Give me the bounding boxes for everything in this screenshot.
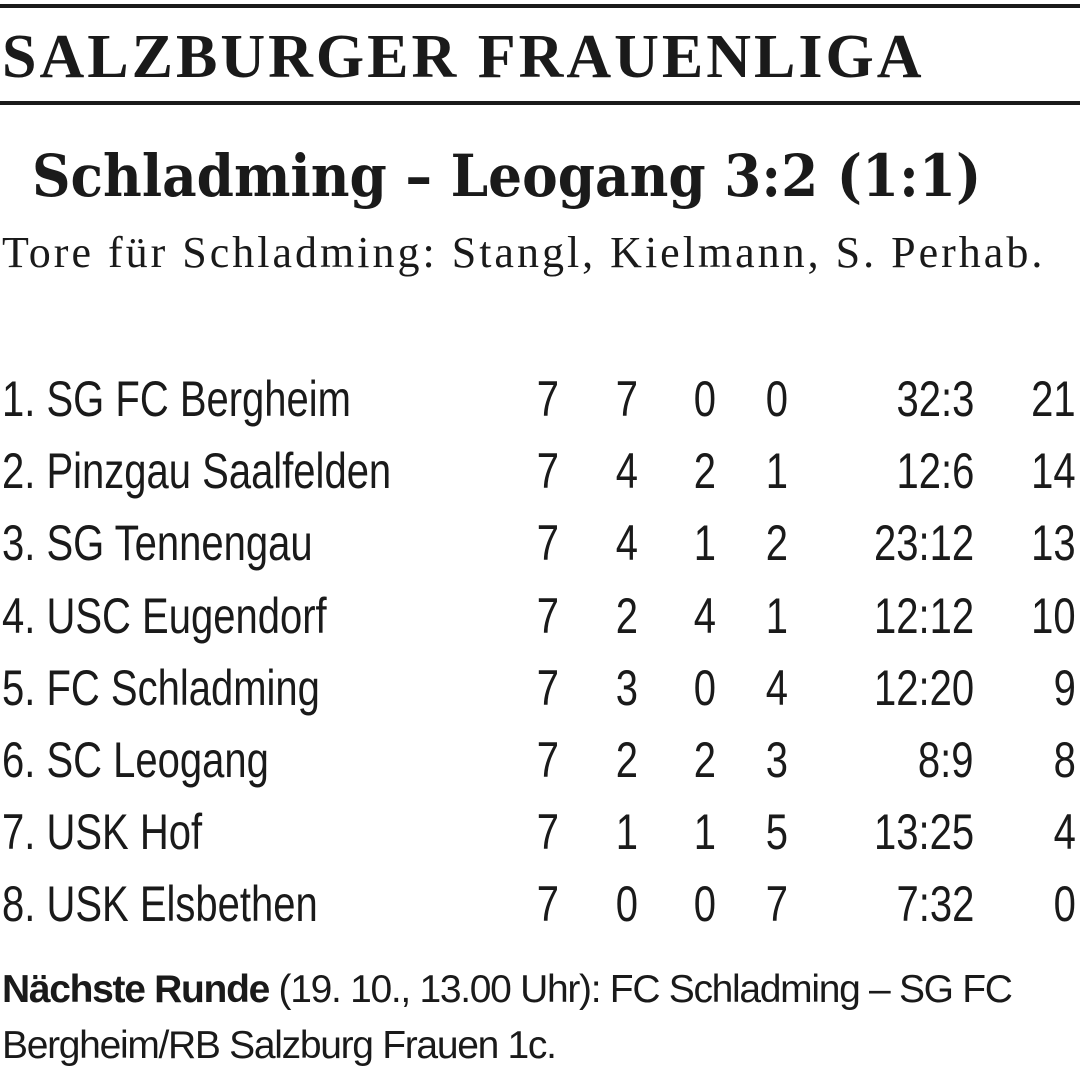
stat-cell: 21	[1031, 371, 1077, 427]
stat-cell: 0	[693, 371, 717, 427]
stat-cell: 0	[765, 371, 789, 427]
stat-cell: 12:20	[873, 659, 974, 716]
stat-cell: 7	[536, 371, 560, 427]
stat-cell: 7	[536, 659, 560, 716]
team-cell: 8. USK Elsbethen	[2, 876, 318, 933]
stat-cell: 7	[536, 587, 560, 644]
stat-cell: 4	[615, 443, 639, 500]
stat-cell: 1	[615, 804, 639, 861]
stat-cell: 4	[693, 587, 717, 644]
team-cell: 2. Pinzgau Saalfelden	[2, 443, 392, 500]
stat-cell: 1	[693, 515, 717, 572]
stat-cell: 1	[765, 443, 789, 500]
stat-cell: 4	[1053, 804, 1076, 861]
stat-cell: 7	[615, 371, 639, 427]
stat-cell: 2	[693, 443, 717, 500]
team-cell: 6. SC Leogang	[2, 732, 269, 788]
stat-cell: 14	[1031, 443, 1077, 500]
stat-cell: 0	[693, 876, 717, 933]
stat-cell: 12:12	[873, 587, 974, 644]
stat-cell: 7	[536, 443, 560, 500]
team-cell: 1. SG FC Bergheim	[2, 371, 352, 427]
team-cell: 7. USK Hof	[2, 804, 203, 861]
stat-cell: 1	[765, 587, 789, 644]
stat-cell: 10	[1031, 587, 1077, 644]
stat-cell: 3	[615, 659, 639, 716]
stat-cell: 2	[615, 732, 639, 788]
next-round-text: (19. 10., 13.00 Uhr): FC Schladming – SG…	[2, 968, 1013, 1067]
stat-cell: 7	[536, 515, 560, 572]
stat-cell: 2	[693, 732, 717, 788]
next-round: Nächste Runde (19. 10., 13.00 Uhr): FC S…	[2, 962, 1078, 1074]
header-rule	[0, 101, 1080, 105]
stat-cell: 7:32	[896, 876, 974, 933]
team-cell: 3. SG Tennengau	[2, 515, 313, 572]
stat-cell: 7	[536, 732, 560, 788]
stat-cell: 4	[765, 659, 789, 716]
header-title: SALZBURGER FRAUENLIGA	[2, 23, 925, 91]
stat-cell: 12:6	[896, 443, 974, 500]
stat-cell: 0	[615, 876, 639, 933]
stat-cell: 9	[1053, 659, 1076, 716]
stat-cell: 13	[1031, 515, 1077, 572]
stat-cell: 2	[765, 515, 789, 572]
stat-cell: 8	[1053, 732, 1076, 788]
stat-cell: 4	[615, 515, 639, 572]
stat-cell: 5	[765, 804, 789, 861]
scorers: Tore für Schladming: Stangl, Kielmann, S…	[2, 228, 1046, 277]
stat-cell: 1	[693, 804, 717, 861]
stat-cell: 7	[765, 876, 789, 933]
top-rule	[0, 4, 1080, 8]
stat-cell: 32:3	[896, 371, 974, 427]
stat-cell: 23:12	[873, 515, 974, 572]
team-cell: 4. USC Eugendorf	[2, 587, 327, 644]
stat-cell: 0	[693, 659, 717, 716]
stat-cell: 8:9	[918, 732, 974, 788]
stat-cell: 7	[536, 804, 560, 861]
stat-cell: 2	[615, 587, 639, 644]
team-cell: 5. FC Schladming	[2, 659, 320, 716]
stat-cell: 13:25	[873, 804, 974, 861]
stat-cell: 3	[765, 732, 789, 788]
next-round-label: Nächste Runde	[2, 968, 270, 1011]
match-title: Schladming – Leogang 3:2 (1:1)	[32, 142, 982, 210]
stat-cell: 0	[1053, 876, 1076, 933]
stat-cell: 7	[536, 876, 560, 933]
